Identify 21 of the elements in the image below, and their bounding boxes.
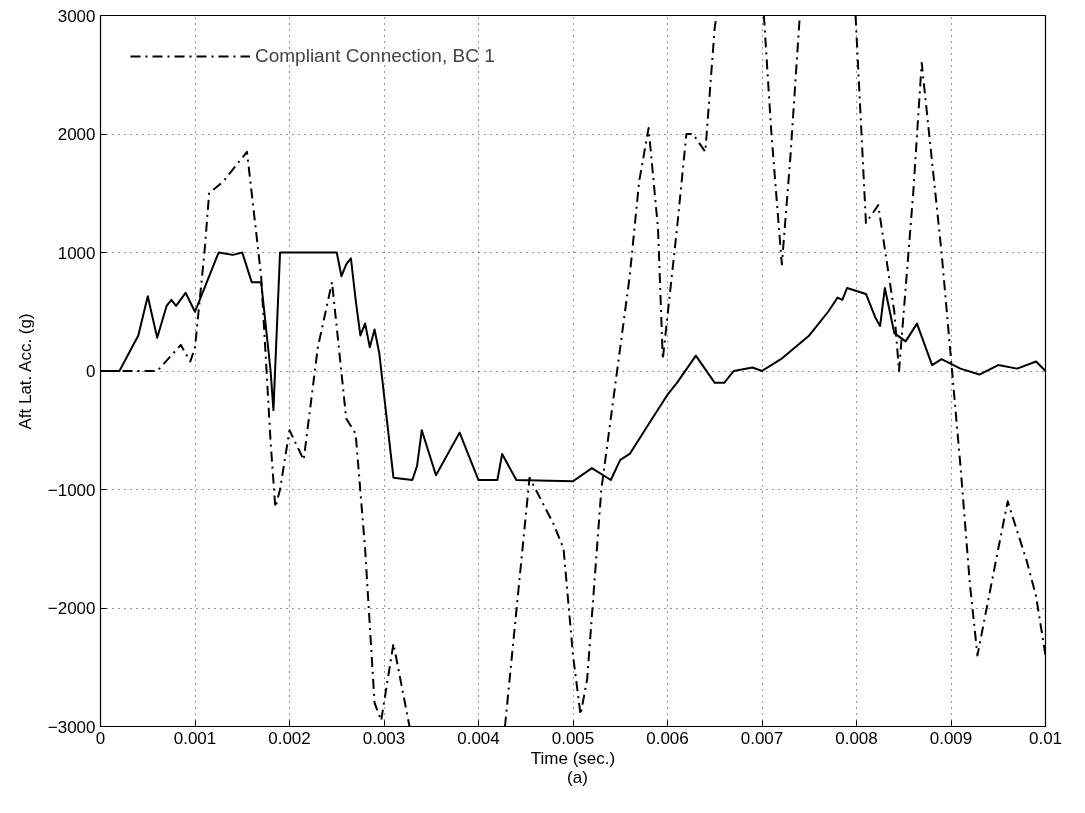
y-tick-label: 3000 [57, 6, 96, 26]
x-tick-label: 0.002 [268, 728, 311, 748]
x-tick-label: 0.003 [362, 728, 406, 748]
y-tick-label: −1000 [47, 480, 96, 500]
x-tick-label: 0.009 [929, 728, 973, 748]
y-axis-title: Aft Lat. Acc. (g) [15, 313, 35, 430]
y-tick-label: 2000 [57, 125, 96, 144]
x-tick-label: 0.007 [740, 728, 784, 748]
x-tick-label: 0.004 [457, 728, 500, 748]
x-tick-label: 0.005 [551, 728, 595, 748]
y-tick-label: 0 [86, 362, 96, 381]
y-tick-label: −2000 [47, 599, 96, 618]
y-tick-label: −3000 [47, 717, 96, 737]
text: Compliant Connection, BC 1 [255, 45, 495, 67]
x-tick-label: 0.006 [646, 728, 689, 748]
y-tick-label: 1000 [57, 243, 96, 263]
x-tick-label: 0.01 [1028, 728, 1063, 748]
text: (a) [567, 767, 588, 789]
x-tick-label: 0.001 [173, 728, 217, 748]
x-axis-title: Time (sec.) [530, 748, 616, 768]
x-tick-label: 0.008 [835, 728, 878, 748]
